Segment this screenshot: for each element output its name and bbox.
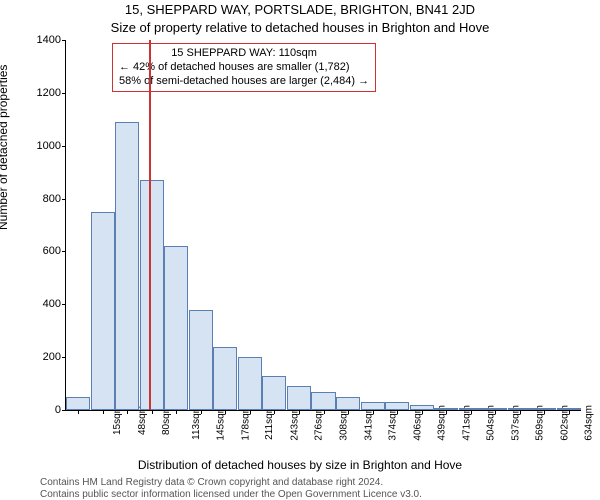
y-tick-label: 600	[26, 245, 61, 257]
y-tick-label: 0	[26, 404, 61, 416]
y-tick-label: 1000	[26, 140, 61, 152]
y-tick-label: 400	[26, 298, 61, 310]
y-tick-label: 1200	[26, 87, 61, 99]
x-tick-mark	[152, 410, 153, 414]
property-marker-line	[149, 40, 151, 410]
y-tick-label: 200	[26, 351, 61, 363]
x-tick-mark	[446, 410, 447, 414]
histogram-bar	[238, 357, 262, 410]
histogram-bar	[385, 402, 409, 410]
histogram-bar	[262, 376, 286, 410]
y-tick-label: 800	[26, 193, 61, 205]
plot-area: 15 SHEPPARD WAY: 110sqm ← 42% of detache…	[65, 40, 581, 411]
x-tick-mark	[471, 410, 472, 414]
x-tick-mark	[422, 410, 423, 414]
x-tick-mark	[348, 410, 349, 414]
x-tick-label: 634sqm	[584, 405, 595, 441]
x-tick-mark	[495, 410, 496, 414]
y-tick-label: 1400	[26, 34, 61, 46]
x-tick-mark	[176, 410, 177, 414]
annotation-line-3: 58% of semi-detached houses are larger (…	[119, 75, 369, 89]
x-tick-mark	[78, 410, 79, 414]
x-tick-mark	[299, 410, 300, 414]
x-tick-mark	[569, 410, 570, 414]
x-tick-mark	[373, 410, 374, 414]
y-tick-mark	[62, 304, 66, 305]
histogram-bar	[140, 180, 164, 410]
histogram-bar	[287, 386, 311, 410]
y-axis-label: Number of detached properties	[0, 65, 10, 230]
footer-copyright-1: Contains HM Land Registry data © Crown c…	[40, 477, 383, 488]
x-tick-mark	[225, 410, 226, 414]
x-tick-mark	[103, 410, 104, 414]
x-tick-mark	[397, 410, 398, 414]
annotation-line-1: 15 SHEPPARD WAY: 110sqm	[119, 47, 369, 61]
annotation-line-2: ← 42% of detached houses are smaller (1,…	[119, 61, 369, 75]
histogram-bar	[336, 397, 360, 410]
chart-title: 15, SHEPPARD WAY, PORTSLADE, BRIGHTON, B…	[0, 2, 600, 17]
chart-subtitle: Size of property relative to detached ho…	[0, 20, 600, 35]
x-tick-mark	[250, 410, 251, 414]
chart-container: 15, SHEPPARD WAY, PORTSLADE, BRIGHTON, B…	[0, 0, 600, 500]
histogram-bar	[66, 397, 90, 410]
x-tick-mark	[201, 410, 202, 414]
histogram-bar	[91, 212, 115, 410]
y-tick-mark	[62, 199, 66, 200]
y-tick-mark	[62, 357, 66, 358]
footer-copyright-2: Contains public sector information licen…	[40, 489, 422, 500]
histogram-bar	[213, 347, 237, 410]
x-tick-mark	[274, 410, 275, 414]
x-tick-mark	[520, 410, 521, 414]
y-tick-mark	[62, 251, 66, 252]
y-tick-mark	[62, 40, 66, 41]
histogram-bar	[115, 122, 139, 410]
x-tick-mark	[544, 410, 545, 414]
y-tick-mark	[62, 410, 66, 411]
property-annotation: 15 SHEPPARD WAY: 110sqm ← 42% of detache…	[112, 43, 376, 92]
histogram-bar	[311, 392, 335, 411]
histogram-bar	[164, 246, 188, 410]
histogram-bar	[361, 402, 385, 410]
y-tick-mark	[62, 146, 66, 147]
histogram-bar	[189, 310, 213, 410]
x-tick-mark	[127, 410, 128, 414]
y-tick-mark	[62, 93, 66, 94]
x-tick-mark	[324, 410, 325, 414]
x-axis-label: Distribution of detached houses by size …	[0, 458, 600, 472]
